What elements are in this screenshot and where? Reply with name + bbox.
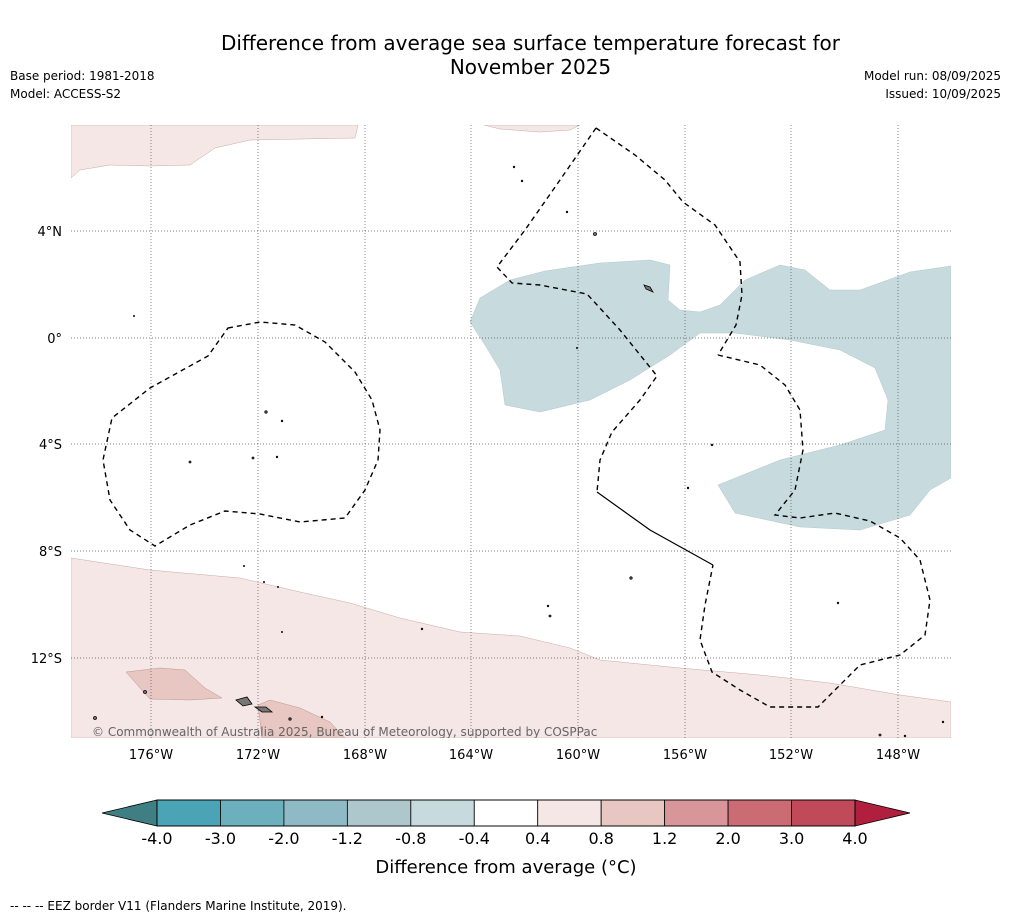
colorbar-segment bbox=[283, 799, 348, 827]
colorbar-segment bbox=[791, 799, 856, 827]
eez-border-north bbox=[595, 127, 743, 356]
colorbar-title: Difference from average (°C) bbox=[375, 857, 636, 878]
page-title: Difference from average sea surface temp… bbox=[0, 31, 1011, 79]
colorbar: -4.0 -3.0 -2.0 -1.2 -0.8 -0.4 0.4 0.8 1.2 2.0 3.0 4… bbox=[101, 799, 911, 878]
colorbar-tick-labels: -4.0 -3.0 -2.0 -1.2 -0.8 -0.4 0.4 0.8 1.2 2.0 3.0 4… bbox=[141, 829, 867, 848]
colorbar-tick-label: 3.0 bbox=[779, 829, 804, 848]
islands bbox=[93, 165, 945, 738]
colorbar-tick-label: -2.0 bbox=[268, 829, 299, 848]
lat-label: 12°S bbox=[31, 652, 62, 667]
lat-label: 4°S bbox=[39, 438, 62, 453]
colorbar-frame bbox=[156, 799, 856, 827]
colorbar-tick-label: 0.8 bbox=[588, 829, 613, 848]
warm-anomaly-north-center bbox=[483, 125, 581, 133]
lon-label: 172°W bbox=[236, 748, 280, 763]
eez-border-south-east bbox=[699, 354, 931, 708]
lon-label: 164°W bbox=[449, 748, 493, 763]
lon-label: 148°W bbox=[876, 748, 920, 763]
latitude-labels: 4°N 0° 4°S 8°S 12°S bbox=[31, 225, 62, 667]
colorbar-segments bbox=[156, 799, 856, 827]
colorbar-segment bbox=[600, 799, 666, 827]
colorbar-segment bbox=[473, 799, 539, 827]
colorbar-segment bbox=[410, 799, 475, 827]
eez-footnote: -- -- -- EEZ border V11 (Flanders Marine… bbox=[10, 899, 347, 913]
meta-left: Base period: 1981-2018 Model: ACCESS-S2 bbox=[10, 67, 155, 103]
model-name: Model: ACCESS-S2 bbox=[10, 87, 122, 101]
eez-border-west bbox=[102, 321, 381, 547]
title-line-1: Difference from average sea surface temp… bbox=[220, 31, 840, 55]
eez-borders bbox=[102, 127, 931, 708]
lon-label: 156°W bbox=[663, 748, 707, 763]
island-savaii bbox=[235, 696, 253, 707]
colorbar-segment bbox=[537, 799, 602, 827]
colorbar-tick-label: -0.8 bbox=[395, 829, 426, 848]
colorbar-segment bbox=[220, 799, 285, 827]
title-line-2: November 2025 bbox=[449, 55, 612, 79]
longitude-labels: 176°W 172°W 168°W 164°W 160°W 156°W 152°… bbox=[129, 748, 920, 763]
island-kiritimati bbox=[643, 284, 654, 293]
warm-anomaly-patch-samoa bbox=[257, 699, 346, 738]
colorbar-tick-label: -0.4 bbox=[459, 829, 490, 848]
cool-anomaly-equatorial bbox=[469, 259, 951, 531]
lon-label: 152°W bbox=[769, 748, 813, 763]
colorbar-tick-label: -3.0 bbox=[205, 829, 236, 848]
colorbar-tick-label: 2.0 bbox=[715, 829, 740, 848]
lon-label: 160°W bbox=[556, 748, 600, 763]
lon-label: 176°W bbox=[129, 748, 173, 763]
eez-border-solid-segment bbox=[596, 491, 714, 566]
colorbar-tick-label: 4.0 bbox=[842, 829, 867, 848]
issued-date: Issued: 10/09/2025 bbox=[885, 87, 1001, 101]
colorbar-segment bbox=[727, 799, 792, 827]
lat-label: 8°S bbox=[39, 545, 62, 560]
map-layers: © Commonwealth of Australia 2025, Bureau… bbox=[71, 125, 951, 739]
colorbar-tick-label: 0.4 bbox=[525, 829, 550, 848]
lat-label: 4°N bbox=[38, 225, 63, 240]
colorbar-arrow-low bbox=[101, 799, 158, 827]
island-upolu bbox=[253, 706, 274, 713]
colorbar-tick-label: -4.0 bbox=[141, 829, 172, 848]
warm-anomaly-north-west bbox=[71, 125, 359, 179]
colorbar-segment bbox=[664, 799, 729, 827]
colorbar-arrow-high bbox=[854, 799, 911, 827]
colorbar-tick-label: -1.2 bbox=[332, 829, 363, 848]
colorbar-segment bbox=[346, 799, 412, 827]
lon-label: 168°W bbox=[343, 748, 387, 763]
copyright-notice: © Commonwealth of Australia 2025, Bureau… bbox=[92, 725, 597, 739]
colorbar-segment bbox=[156, 799, 221, 827]
lat-label: 0° bbox=[47, 332, 62, 347]
warm-anomaly-southern-band bbox=[71, 557, 951, 738]
base-period: Base period: 1981-2018 bbox=[10, 69, 155, 83]
meta-right: Model run: 08/09/2025 Issued: 10/09/2025 bbox=[864, 67, 1001, 103]
model-run: Model run: 08/09/2025 bbox=[863, 69, 1001, 83]
map-gridlines bbox=[71, 125, 951, 738]
colorbar-tick-label: 1.2 bbox=[652, 829, 677, 848]
